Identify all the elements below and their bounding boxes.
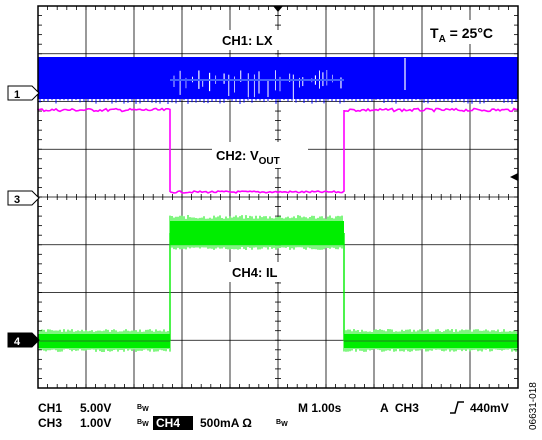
temp-label: TA = 25°C — [430, 25, 493, 45]
readout-trigger: A CH3 — [380, 401, 419, 415]
traces — [37, 57, 519, 352]
readout-ch1: CH1 — [38, 401, 62, 415]
readout-ch4-scale: 500mA Ω — [200, 416, 252, 430]
readout-ch3-scale: 1.00V — [80, 416, 111, 430]
readout-bw1: BW — [137, 404, 149, 413]
ch1-ground-marker: 1 — [7, 85, 40, 101]
ch1-label-bg — [218, 30, 304, 50]
readout-ch1-scale: 5.00V — [80, 401, 111, 415]
readout-ch3: CH3 — [38, 416, 62, 430]
ch2-label: CH2: VOUT — [216, 148, 280, 167]
ch4-il-high — [170, 221, 344, 245]
temp-label-bg — [425, 20, 513, 44]
ch1-label: CH1: LX — [222, 33, 273, 48]
readout-ch4-box — [153, 416, 193, 430]
svg-text:4: 4 — [14, 336, 21, 348]
trigger-position-marker — [273, 6, 283, 12]
ch3-ground-marker: 3 — [7, 190, 40, 206]
svg-text:1: 1 — [14, 89, 20, 101]
readout-bw2: BW — [137, 419, 149, 428]
readout-trigger-level: 440mV — [470, 401, 509, 415]
readout-timebase: M 1.00s — [298, 401, 342, 415]
trigger-edge-icon — [450, 401, 464, 414]
ch4-label: CH4: IL — [232, 265, 278, 280]
figure-id: 06631-018 — [528, 382, 539, 430]
ch2-label-bg — [212, 142, 308, 168]
ch2-vout-trace — [37, 107, 519, 194]
ch4-label-bg — [226, 262, 296, 282]
readout-bw3: BW — [276, 419, 288, 428]
ch1-lx-band — [38, 57, 518, 99]
svg-text:3: 3 — [14, 194, 20, 206]
ch4-ground-marker: 4 — [7, 332, 40, 348]
trigger-level-marker — [510, 173, 518, 181]
readout-ch4: CH4 — [156, 416, 180, 430]
